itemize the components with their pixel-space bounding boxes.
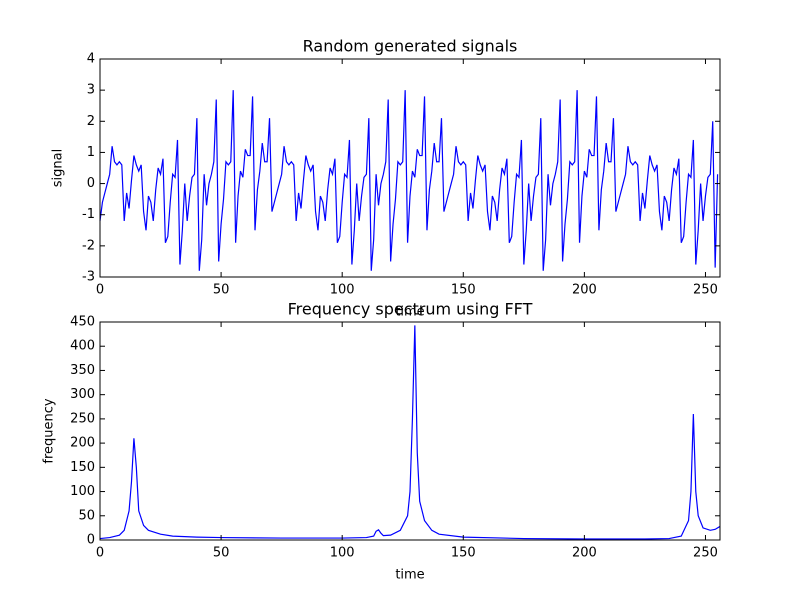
y-tick-label: 100 bbox=[70, 484, 95, 499]
x-tick-label: 200 bbox=[572, 546, 597, 561]
y-axis-label: frequency bbox=[42, 398, 57, 464]
x-tick-label: 50 bbox=[213, 546, 230, 561]
x-tick-label: 250 bbox=[693, 546, 718, 561]
x-tick-label: 100 bbox=[330, 283, 355, 298]
y-tick-label: 0 bbox=[87, 533, 95, 548]
x-tick-label: 150 bbox=[451, 283, 476, 298]
x-tick-label: 250 bbox=[693, 283, 718, 298]
y-tick-label: 400 bbox=[70, 339, 95, 354]
y-tick-label: -1 bbox=[82, 207, 95, 222]
y-tick-label: 4 bbox=[87, 52, 95, 67]
y-tick-label: 250 bbox=[70, 411, 95, 426]
y-tick-label: 2 bbox=[87, 114, 95, 129]
y-tick-label: 0 bbox=[87, 176, 95, 191]
y-tick-label: 1 bbox=[87, 145, 95, 160]
y-tick-label: 3 bbox=[87, 83, 95, 98]
y-tick-label: 150 bbox=[70, 460, 95, 475]
x-axis-label: time bbox=[395, 305, 424, 320]
y-axis-label: signal bbox=[51, 149, 66, 187]
axes-frame bbox=[99, 58, 721, 278]
x-tick-label: 50 bbox=[213, 283, 230, 298]
x-tick-label: 100 bbox=[330, 546, 355, 561]
y-tick-label: 300 bbox=[70, 387, 95, 402]
chart-title: Frequency spectrum using FFT bbox=[288, 300, 533, 319]
x-tick-label: 0 bbox=[96, 283, 104, 298]
y-tick-label: 50 bbox=[78, 508, 95, 523]
x-axis-label: time bbox=[395, 568, 424, 583]
signal-line bbox=[99, 325, 721, 540]
y-tick-label: -2 bbox=[82, 238, 95, 253]
y-tick-label: 350 bbox=[70, 363, 95, 378]
y-tick-label: 450 bbox=[70, 315, 95, 330]
x-tick-label: 150 bbox=[451, 546, 476, 561]
chart-title: Random generated signals bbox=[303, 37, 518, 56]
x-tick-label: 200 bbox=[572, 283, 597, 298]
x-tick-label: 0 bbox=[96, 546, 104, 561]
y-tick-label: 200 bbox=[70, 436, 95, 451]
axes-frame bbox=[99, 321, 721, 541]
signal-line bbox=[99, 90, 719, 271]
y-tick-label: -3 bbox=[82, 270, 95, 285]
